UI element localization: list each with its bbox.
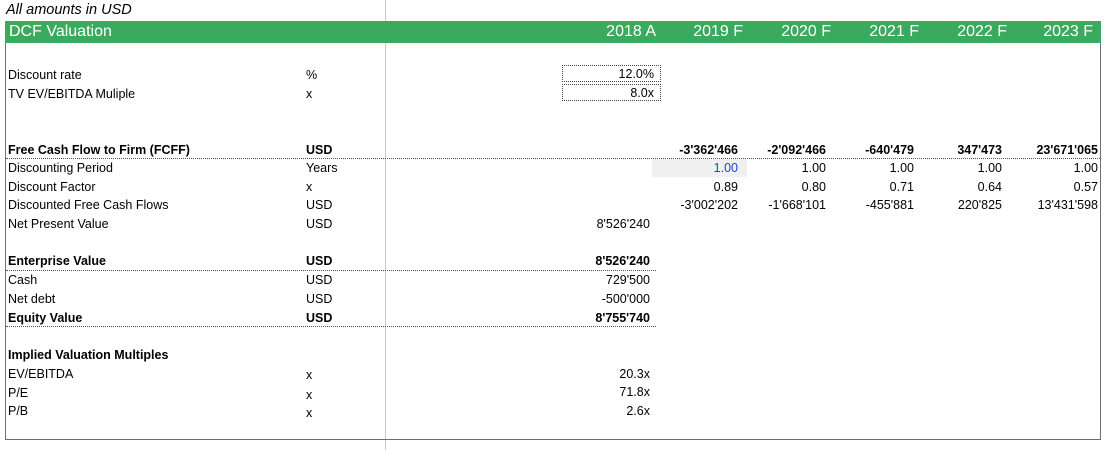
cash-label: Cash bbox=[8, 273, 38, 287]
fcff-2022: 347'473 bbox=[957, 143, 1002, 157]
discounted-fcf-2023: 13'431'598 bbox=[1037, 198, 1098, 212]
pb-unit: x bbox=[306, 406, 313, 420]
tv-multiple-input[interactable]: 8.0x bbox=[562, 84, 661, 101]
discount-factor-2023: 0.57 bbox=[1073, 180, 1098, 194]
discounted-fcf-2020: -1'668'101 bbox=[768, 198, 826, 212]
sheet-frame bbox=[5, 21, 1101, 440]
discount-factor-unit: x bbox=[306, 180, 313, 194]
header-bar: DCF Valuation 2018 A 2019 F 2020 F 2021 … bbox=[5, 21, 1101, 43]
pe-label: P/E bbox=[8, 386, 29, 400]
year-2021: 2021 F bbox=[869, 23, 919, 40]
equity-value-value: 8'755'740 bbox=[595, 311, 650, 325]
currency-note: All amounts in USD bbox=[6, 2, 132, 18]
pe-value: 71.8x bbox=[619, 385, 650, 399]
fcff-label: Free Cash Flow to Firm (FCFF) bbox=[8, 143, 190, 157]
discounting-period-unit: Years bbox=[306, 161, 338, 175]
npv-unit: USD bbox=[306, 217, 333, 231]
discount-rate-unit: % bbox=[306, 68, 318, 82]
discounted-fcf-2019: -3'002'202 bbox=[680, 198, 738, 212]
discounting-period-2021: 1.00 bbox=[889, 161, 914, 175]
pb-value: 2.6x bbox=[626, 404, 650, 418]
enterprise-value-unit: USD bbox=[306, 254, 333, 268]
cash-unit: USD bbox=[306, 273, 333, 287]
year-2020: 2020 F bbox=[781, 23, 831, 40]
year-2023: 2023 F bbox=[1043, 23, 1093, 40]
equity-value-label: Equity Value bbox=[8, 311, 83, 325]
discounted-fcf-unit: USD bbox=[306, 198, 333, 212]
discounting-period-2022: 1.00 bbox=[977, 161, 1002, 175]
enterprise-value-value: 8'526'240 bbox=[595, 254, 650, 268]
year-2018: 2018 A bbox=[606, 23, 656, 40]
fcff-2019: -3'362'466 bbox=[679, 143, 738, 157]
selected-cell-highlight bbox=[652, 159, 747, 177]
year-2019: 2019 F bbox=[693, 23, 743, 40]
year-2022: 2022 F bbox=[957, 23, 1007, 40]
discounted-fcf-label: Discounted Free Cash Flows bbox=[8, 198, 169, 212]
fcff-unit: USD bbox=[306, 143, 333, 157]
fcff-underline bbox=[6, 158, 1100, 159]
discounting-period-2023: 1.00 bbox=[1073, 161, 1098, 175]
column-divider bbox=[385, 0, 386, 450]
fcff-2023: 23'671'065 bbox=[1036, 143, 1098, 157]
equity-underline bbox=[6, 326, 656, 327]
fcff-2021: -640'479 bbox=[865, 143, 914, 157]
pe-unit: x bbox=[306, 388, 313, 402]
cash-value: 729'500 bbox=[605, 273, 650, 287]
discounting-period-label: Discounting Period bbox=[8, 161, 113, 175]
discount-rate-label: Discount rate bbox=[8, 68, 82, 82]
multiples-title: Implied Valuation Multiples bbox=[8, 348, 169, 362]
enterprise-value-label: Enterprise Value bbox=[8, 254, 106, 268]
discounted-fcf-2022: 220'825 bbox=[957, 198, 1002, 212]
npv-value: 8'526'240 bbox=[596, 217, 650, 231]
npv-label: Net Present Value bbox=[8, 217, 109, 231]
equity-value-unit: USD bbox=[306, 311, 333, 325]
discount-factor-2019: 0.89 bbox=[713, 180, 738, 194]
discounted-fcf-2021: -455'881 bbox=[865, 198, 914, 212]
discount-factor-2020: 0.80 bbox=[801, 180, 826, 194]
discount-factor-2022: 0.64 bbox=[977, 180, 1002, 194]
ev-ebitda-unit: x bbox=[306, 368, 313, 382]
tv-multiple-label: TV EV/EBITDA Muliple bbox=[8, 87, 136, 101]
fcff-2020: -2'092'466 bbox=[767, 143, 826, 157]
ev-ebitda-value: 20.3x bbox=[619, 367, 650, 381]
sheet-title: DCF Valuation bbox=[9, 23, 112, 40]
tv-multiple-unit: x bbox=[306, 87, 313, 101]
discount-factor-label: Discount Factor bbox=[8, 180, 96, 194]
pb-label: P/B bbox=[8, 404, 29, 418]
net-debt-value: -500'000 bbox=[601, 292, 650, 306]
discounting-period-2020: 1.00 bbox=[801, 161, 826, 175]
net-debt-unit: USD bbox=[306, 292, 333, 306]
discount-factor-2021: 0.71 bbox=[889, 180, 914, 194]
ev-ebitda-label: EV/EBITDA bbox=[8, 367, 74, 381]
discounting-period-2019[interactable]: 1.00 bbox=[713, 161, 738, 175]
ev-underline bbox=[6, 270, 656, 271]
discount-rate-input[interactable]: 12.0% bbox=[562, 65, 661, 82]
net-debt-label: Net debt bbox=[8, 292, 56, 306]
